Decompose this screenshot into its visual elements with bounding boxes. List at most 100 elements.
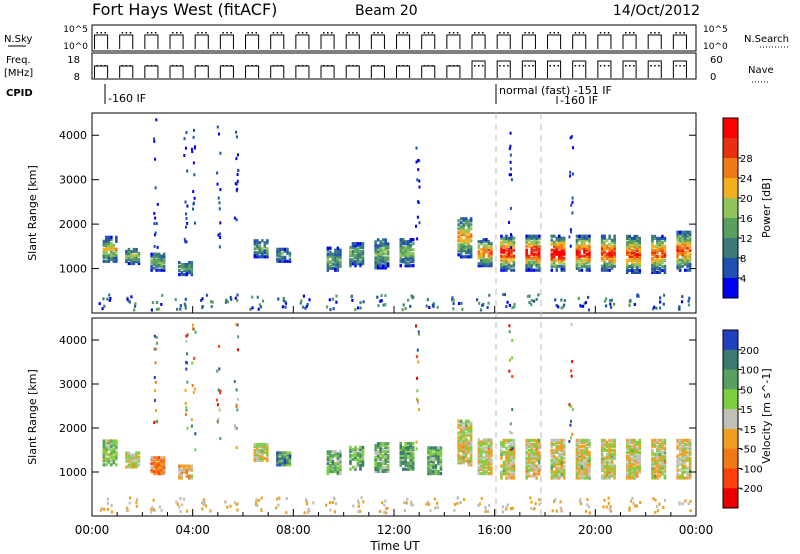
echo-cell bbox=[580, 242, 584, 246]
echo-cell bbox=[588, 466, 591, 470]
echo-cell bbox=[555, 450, 558, 454]
ground-scatter-cell bbox=[176, 502, 179, 506]
echo-cell bbox=[686, 260, 689, 264]
nsearch-dot bbox=[230, 32, 232, 34]
echo-cell bbox=[336, 264, 340, 268]
echo-cell bbox=[560, 264, 563, 268]
ground-scatter-cell bbox=[236, 293, 239, 297]
echo-cell bbox=[278, 247, 282, 251]
echo-cell bbox=[681, 464, 684, 468]
sparse-echo-cell bbox=[415, 397, 418, 401]
sparse-echo-cell bbox=[155, 222, 158, 225]
echo-cell bbox=[256, 255, 259, 259]
y-tick-label: 3000 bbox=[59, 378, 87, 391]
echo-cell bbox=[688, 452, 692, 456]
echo-cell bbox=[434, 464, 438, 468]
echo-cell bbox=[160, 256, 163, 260]
ground-scatter-cell bbox=[659, 300, 662, 304]
echo-cell bbox=[600, 268, 604, 272]
echo-cell bbox=[457, 435, 460, 439]
echo-cell bbox=[190, 261, 194, 265]
sparse-echo-cell bbox=[154, 186, 157, 190]
echo-cell bbox=[500, 456, 503, 460]
ground-scatter-cell bbox=[609, 509, 612, 513]
nsearch-dot bbox=[381, 32, 383, 34]
echo-cell bbox=[276, 259, 279, 263]
echo-cell bbox=[661, 458, 664, 462]
echo-cell bbox=[633, 268, 636, 272]
echo-cell bbox=[261, 253, 264, 257]
nsearch-dot bbox=[297, 32, 300, 34]
echo-cell bbox=[263, 245, 267, 249]
sparse-echo-cell bbox=[417, 408, 420, 412]
echo-cell bbox=[527, 244, 531, 248]
echo-cell bbox=[464, 423, 468, 427]
echo-cell bbox=[537, 450, 541, 454]
echo-cell bbox=[281, 457, 284, 461]
ground-scatter-cell bbox=[563, 303, 566, 307]
echo-cell bbox=[381, 461, 385, 466]
echo-cell bbox=[583, 456, 586, 460]
echo-cell bbox=[638, 468, 641, 472]
velocity-panel-data bbox=[99, 322, 692, 515]
echo-cell bbox=[686, 242, 689, 246]
ground-scatter-cell bbox=[249, 307, 252, 311]
nsky-step bbox=[421, 34, 436, 49]
echo-cell bbox=[681, 264, 684, 268]
echo-cell bbox=[658, 444, 662, 448]
echo-cell bbox=[354, 457, 357, 461]
echo-cell bbox=[132, 465, 136, 469]
echo-cell bbox=[663, 236, 667, 240]
echo-cell bbox=[326, 262, 330, 266]
echo-cell bbox=[462, 453, 465, 457]
echo-cell bbox=[631, 256, 634, 260]
echo-cell bbox=[575, 256, 579, 260]
echo-cell bbox=[125, 451, 128, 455]
echo-cell bbox=[336, 468, 340, 472]
echo-cell bbox=[112, 245, 116, 249]
freq-step bbox=[119, 65, 134, 78]
echo-cell bbox=[603, 470, 606, 474]
nave-dot bbox=[154, 65, 157, 67]
echo-cell bbox=[490, 444, 493, 448]
echo-cell bbox=[351, 447, 355, 451]
nave-dot bbox=[331, 65, 333, 67]
freq-step bbox=[245, 65, 260, 78]
echo-cell bbox=[688, 474, 692, 478]
echo-cell bbox=[525, 476, 528, 480]
echo-cell bbox=[525, 238, 528, 242]
colorbar-segment bbox=[723, 389, 738, 410]
echo-cell bbox=[351, 465, 355, 469]
echo-cell bbox=[331, 450, 335, 454]
echo-cell bbox=[563, 452, 566, 456]
echo-cell bbox=[261, 446, 264, 451]
echo-cell bbox=[107, 239, 111, 243]
echo-cell bbox=[631, 472, 634, 476]
echo-cell bbox=[600, 258, 604, 262]
echo-cell bbox=[530, 258, 533, 262]
echo-cell bbox=[578, 454, 581, 458]
ground-scatter-cell bbox=[384, 499, 387, 503]
echo-cell bbox=[110, 453, 113, 457]
echo-cell bbox=[157, 462, 161, 466]
nsearch-dot bbox=[154, 32, 157, 34]
echo-cell bbox=[157, 256, 161, 260]
echo-cell bbox=[563, 438, 566, 442]
echo-cell bbox=[266, 249, 269, 253]
echo-cell bbox=[258, 249, 262, 253]
echo-cell bbox=[661, 438, 664, 442]
sparse-echo-cell bbox=[153, 334, 156, 338]
echo-cell bbox=[613, 250, 616, 254]
echo-cell bbox=[631, 468, 634, 472]
ground-scatter-cell bbox=[126, 506, 129, 510]
echo-cell bbox=[676, 454, 679, 458]
echo-cell bbox=[658, 260, 662, 264]
echo-cell bbox=[686, 458, 689, 462]
echo-cell bbox=[686, 474, 689, 478]
echo-cell bbox=[575, 248, 579, 252]
echo-cell bbox=[681, 476, 684, 480]
ground-scatter-cell bbox=[359, 301, 362, 305]
echo-cell bbox=[107, 453, 111, 457]
echo-cell bbox=[555, 444, 558, 448]
sparse-echo-cell bbox=[236, 179, 239, 183]
